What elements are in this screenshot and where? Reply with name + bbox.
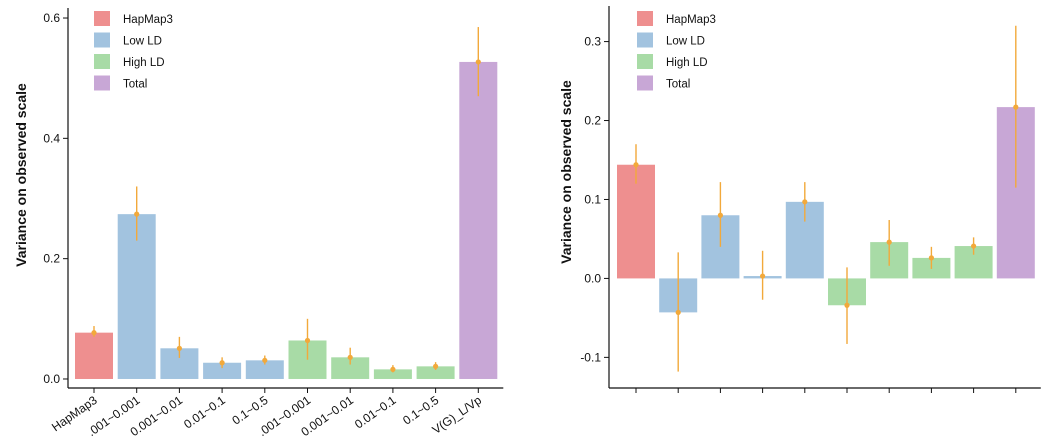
chart-left: 0.0 0.2 0.4 0.6 Variance on observed scale Ha…: [13, 8, 504, 439]
point-estimate: [675, 309, 681, 315]
bar: [373, 369, 412, 379]
bar: [75, 332, 113, 379]
bar: [117, 214, 156, 379]
y-axis-label: Variance on observed scale: [13, 83, 29, 267]
point-estimate: [390, 366, 396, 372]
point-estimate: [717, 212, 724, 218]
y-tick-label: 0.3: [584, 35, 601, 49]
point-estimate: [802, 199, 808, 205]
point-estimate: [433, 363, 439, 369]
point-estimate: [1013, 104, 1019, 110]
legend-swatch: [94, 32, 110, 48]
legend-label: Low LD: [666, 36, 705, 48]
legend-swatch: [637, 54, 653, 69]
point-estimate: [347, 354, 353, 360]
legend-label: Total: [123, 79, 147, 91]
point-estimate: [886, 239, 892, 245]
legend-swatch: [94, 54, 110, 69]
y-tick-label: 0.1: [584, 192, 601, 206]
bar: [203, 362, 242, 379]
point-estimate: [760, 273, 766, 279]
y-axis-label: Variance on observed scale: [558, 80, 574, 264]
legend-swatch: [94, 75, 110, 91]
legend-label: High LD: [123, 57, 165, 69]
point-estimate: [928, 255, 935, 261]
legend-label: HapMap3: [666, 14, 716, 26]
bar: [416, 366, 455, 379]
legend-label: High LD: [666, 57, 708, 69]
y-tick-label: 0.6: [43, 11, 60, 25]
point-estimate: [633, 162, 639, 168]
bar: [617, 164, 655, 279]
point-estimate: [91, 330, 97, 336]
legend-label: Total: [666, 79, 690, 91]
bar: [245, 360, 284, 379]
point-estimate: [134, 211, 140, 217]
bar: [331, 357, 370, 379]
point-estimate: [844, 302, 850, 308]
bar: [459, 61, 498, 379]
legend-swatch: [94, 11, 110, 26]
point-estimate: [176, 345, 182, 351]
legend-label: HapMap3: [123, 14, 173, 26]
y-tick-label: 0.2: [43, 252, 60, 266]
legend-swatch: [637, 75, 653, 91]
point-estimate: [304, 337, 311, 344]
y-tick-label: 0.0: [43, 372, 60, 386]
y-tick-label: -0.1: [580, 350, 601, 364]
y-tick-label: 0.0: [584, 271, 601, 285]
chart-right: -0.1 0.0 0.1 0.2 0.3 Variance on observed sca…: [558, 6, 1041, 393]
point-estimate: [971, 243, 977, 249]
point-estimate: [219, 360, 225, 366]
legend-swatch: [637, 32, 653, 48]
legend-label: Low LD: [123, 36, 162, 48]
x-tick-label: 0.01~0.1: [352, 393, 399, 432]
point-estimate: [262, 357, 268, 363]
y-tick-label: 0.4: [43, 131, 60, 145]
point-estimate: [475, 59, 481, 65]
y-tick-label: 0.2: [584, 114, 601, 128]
legend-swatch: [637, 11, 653, 26]
x-tick-label: 0.01~0.1: [181, 393, 228, 432]
